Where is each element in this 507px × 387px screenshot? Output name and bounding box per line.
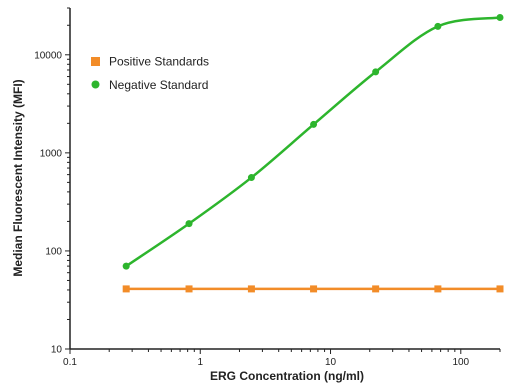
x-tick-label: 100 xyxy=(452,357,469,368)
data-point xyxy=(496,285,504,293)
y-tick-label: 10 xyxy=(51,345,63,356)
y-ticks: 10 100 1000 10000 xyxy=(34,7,70,356)
x-ticks: 0.1 1 10 100 xyxy=(63,349,501,368)
data-point xyxy=(122,285,130,293)
y-tick-label: 1000 xyxy=(40,148,63,159)
series-layer xyxy=(122,14,504,293)
axes xyxy=(69,8,500,350)
data-point xyxy=(496,14,504,22)
x-tick-label: 10 xyxy=(325,357,337,368)
data-point xyxy=(372,285,380,293)
data-point xyxy=(185,220,193,228)
legend-marker-positive xyxy=(91,57,100,66)
data-point xyxy=(310,120,318,128)
x-tick-label: 1 xyxy=(197,357,203,368)
data-point xyxy=(434,22,442,30)
x-tick-label: 0.1 xyxy=(63,357,77,368)
data-point xyxy=(122,262,130,270)
data-point xyxy=(310,285,318,293)
data-point xyxy=(247,285,255,293)
legend-label-negative: Negative Standard xyxy=(109,78,208,92)
legend-marker-negative xyxy=(91,80,100,89)
y-axis-label: Median Fluorescent Intensity (MFI) xyxy=(11,79,25,276)
legend-entry-positive: Positive Standards xyxy=(91,55,209,69)
data-point xyxy=(372,68,380,76)
x-axis-label: ERG Concentration (ng/ml) xyxy=(210,369,364,383)
data-point xyxy=(434,285,442,293)
data-point xyxy=(185,285,193,293)
legend-label-positive: Positive Standards xyxy=(109,55,209,69)
y-tick-label: 10000 xyxy=(34,50,62,61)
data-point xyxy=(247,174,255,182)
legend-entry-negative: Negative Standard xyxy=(91,78,208,92)
legend: Positive Standards Negative Standard xyxy=(91,55,209,92)
y-tick-label: 100 xyxy=(45,246,62,257)
